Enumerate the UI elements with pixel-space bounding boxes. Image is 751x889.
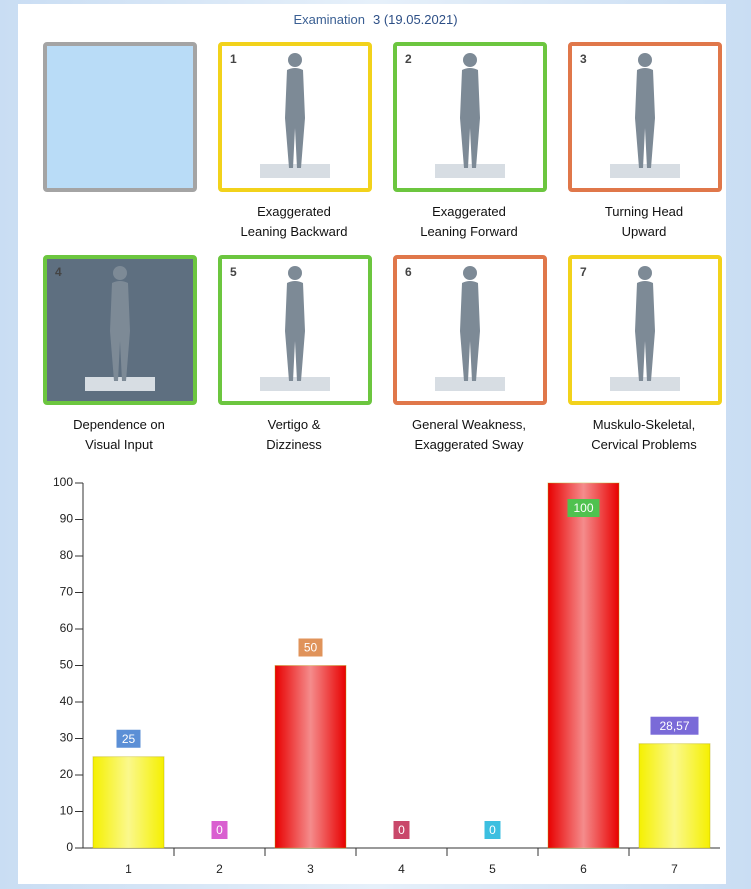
figure-icon [110, 266, 130, 381]
figure-icon [285, 266, 305, 381]
card: 4 [43, 255, 197, 405]
card: 3 [568, 42, 722, 192]
card-label: Dependence on Visual Input [34, 415, 204, 455]
figure [572, 259, 718, 401]
card: 2 [393, 42, 547, 192]
floor [435, 164, 505, 178]
figure [222, 46, 368, 188]
figure-icon [460, 53, 480, 168]
card: 1 [218, 42, 372, 192]
figure [397, 259, 543, 401]
figure [222, 259, 368, 401]
card-label: Vertigo & Dizziness [209, 415, 379, 455]
figure-icon [285, 53, 305, 168]
empty-card [43, 42, 197, 192]
card: 6 [393, 255, 547, 405]
card-label: Exaggerated Leaning Backward [209, 202, 379, 242]
floor [260, 164, 330, 178]
card: 5 [218, 255, 372, 405]
card-label: Muskulo-Skeletal, Cervical Problems [559, 415, 729, 455]
floor [610, 377, 680, 391]
floor [435, 377, 505, 391]
figure-icon [635, 266, 655, 381]
header-value: 3 (19.05.2021) [373, 12, 458, 27]
floor [610, 164, 680, 178]
floor [85, 377, 155, 391]
figure-icon [460, 266, 480, 381]
header-label: Examination [293, 12, 365, 27]
page: Examination 3 (19.05.2021) 1 Exaggerated L… [0, 0, 751, 889]
card-label: Turning Head Upward [559, 202, 729, 242]
figure [572, 46, 718, 188]
card-label: Exaggerated Leaning Forward [384, 202, 554, 242]
floor [260, 377, 330, 391]
card-label: General Weakness, Exaggerated Sway [384, 415, 554, 455]
figure [47, 259, 193, 401]
card: 7 [568, 255, 722, 405]
figure-icon [635, 53, 655, 168]
header: Examination 3 (19.05.2021) [0, 12, 751, 27]
figure [397, 46, 543, 188]
